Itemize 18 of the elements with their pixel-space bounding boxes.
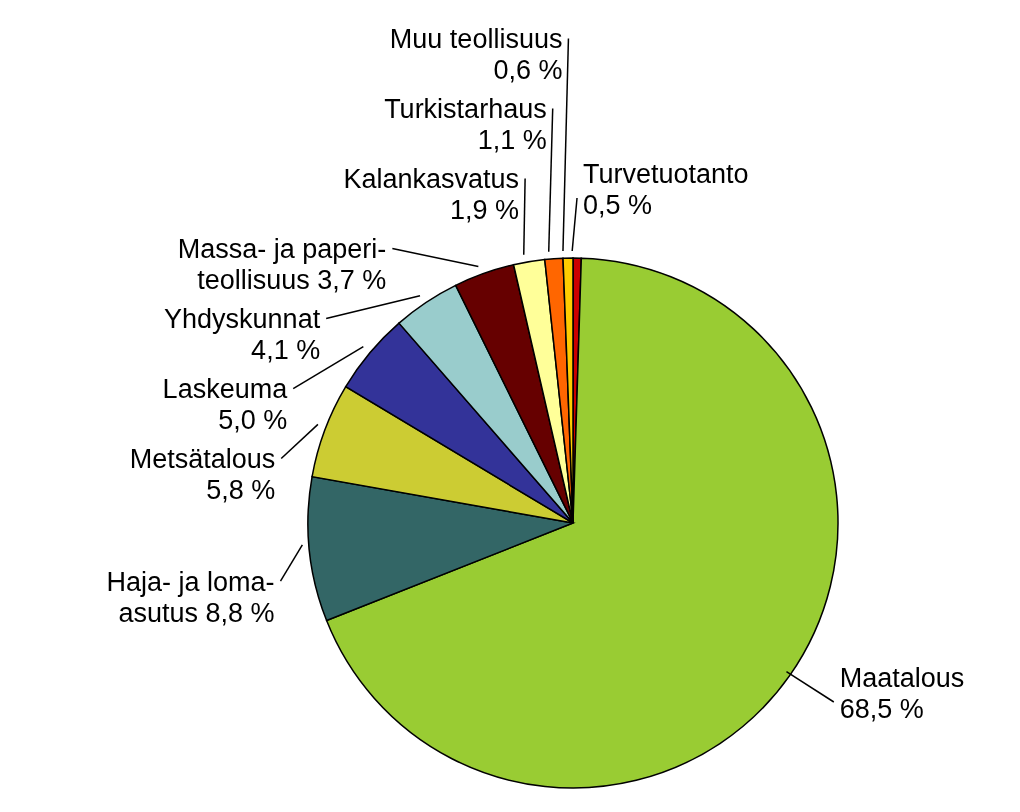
data-label: 4,1 % <box>251 335 321 365</box>
slice-label: Turkistarhaus <box>384 94 547 124</box>
slice-label: Yhdyskunnat <box>164 304 321 334</box>
slice-label: Haja- ja loma-asutus 8,8 % <box>106 566 275 628</box>
slice-label: Kalankasvatus <box>343 164 520 194</box>
slice-label: Muu teollisuus <box>389 24 563 54</box>
slice-label: Massa- ja paperi-teollisuus 3,7 % <box>177 234 387 295</box>
data-label: 1,9 % <box>450 195 520 225</box>
data-label: 5,8 % <box>206 475 276 505</box>
slice-label: Metsätalous <box>129 444 276 474</box>
slice-label: Maatalous <box>839 662 965 693</box>
data-label: 0,5 % <box>583 189 653 220</box>
data-label: 0,6 % <box>493 55 563 85</box>
data-label: 1,1 % <box>477 125 547 155</box>
slice-label: Laskeuma <box>162 374 289 404</box>
data-label: 5,0 % <box>218 405 288 435</box>
data-label: 68,5 % <box>839 693 924 724</box>
slice-label: Turvetuotanto <box>583 158 749 189</box>
